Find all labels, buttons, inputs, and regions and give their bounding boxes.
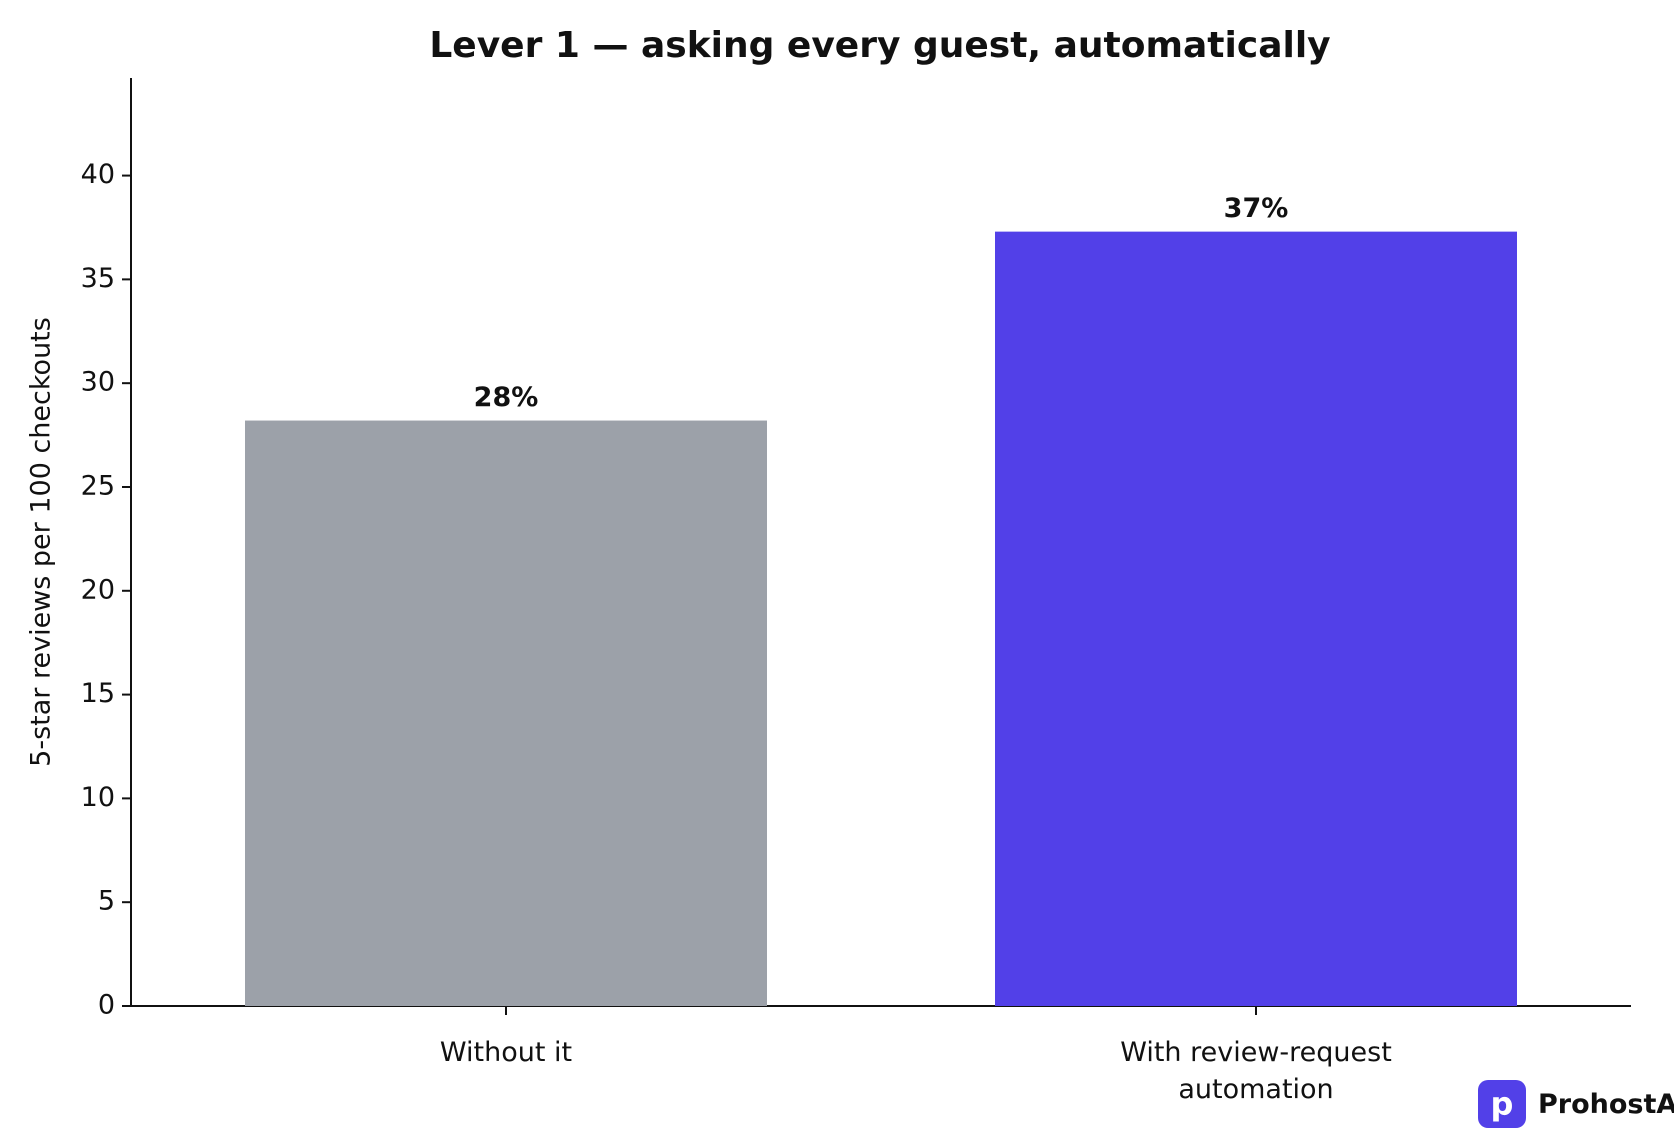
y-tick-label: 15 <box>81 678 115 709</box>
bar <box>245 420 767 1007</box>
y-tick-label: 40 <box>81 159 115 190</box>
y-tick-label: 5 <box>98 886 115 917</box>
y-tick-label: 25 <box>81 470 115 501</box>
value-label: 37% <box>1224 193 1289 224</box>
y-tick-label: 20 <box>81 574 115 605</box>
x-tick-label: With review-request automation <box>1120 1037 1392 1105</box>
y-axis-label: 5-star reviews per 100 checkouts <box>26 317 57 767</box>
y-tick-label: 0 <box>98 990 115 1021</box>
bar <box>995 231 1517 1006</box>
y-tick-label: 30 <box>81 367 115 398</box>
y-tick-label: 10 <box>81 782 115 813</box>
brand: p ProhostAI <box>1478 1080 1674 1128</box>
y-tick-label: 35 <box>81 263 115 294</box>
value-label: 28% <box>474 382 539 413</box>
brand-icon: p <box>1478 1080 1526 1128</box>
chart-title: Lever 1 — asking every guest, automatica… <box>429 25 1330 66</box>
x-tick-label: Without it <box>439 1037 573 1068</box>
brand-name: ProhostAI <box>1538 1088 1674 1120</box>
